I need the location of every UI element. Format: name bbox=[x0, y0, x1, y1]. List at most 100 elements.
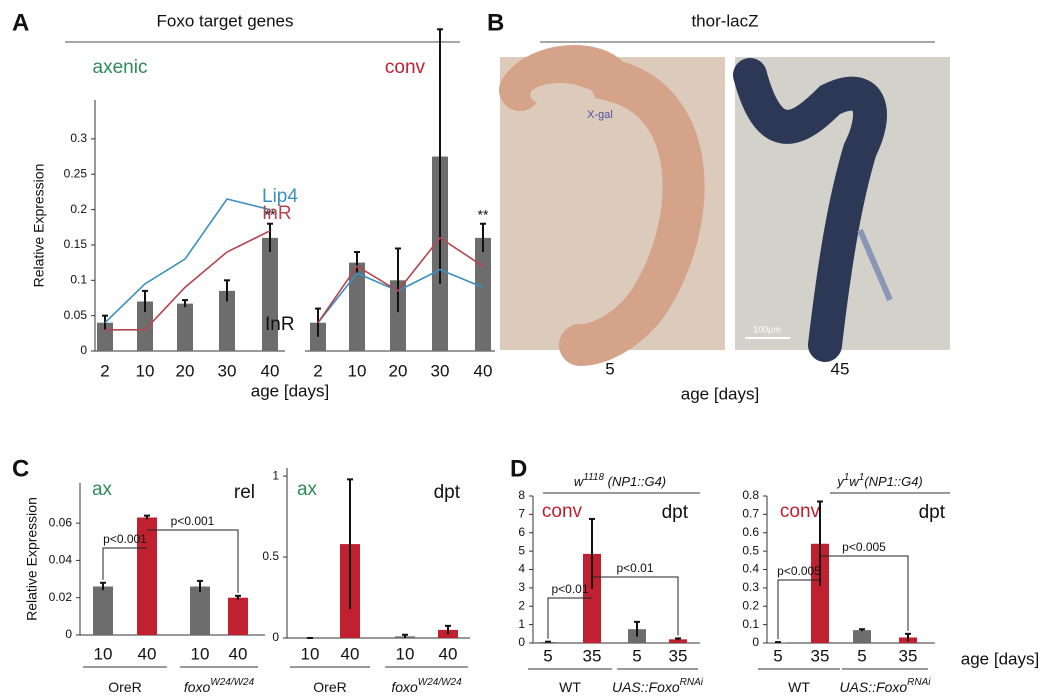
group-label: OreR bbox=[108, 679, 141, 695]
x-tick-label: 35 bbox=[669, 646, 688, 665]
bracket bbox=[547, 597, 592, 639]
x-tick-label: 35 bbox=[811, 646, 830, 665]
x-tick-label: 10 bbox=[94, 644, 113, 663]
y-tick-label: 0.06 bbox=[49, 515, 73, 529]
group-label-part: W24/W24 bbox=[418, 677, 462, 688]
bar bbox=[349, 262, 365, 351]
photo-5d: X-gal bbox=[499, 45, 725, 366]
x-tick-label: 5 bbox=[605, 359, 614, 378]
group-label: foxoW24/W24 bbox=[391, 677, 462, 695]
bar bbox=[390, 280, 406, 351]
y-tick-label: 3 bbox=[518, 580, 525, 594]
group-label: OreR bbox=[313, 679, 346, 695]
p-value: p<0.005 bbox=[777, 564, 821, 578]
y-tick-label: 0 bbox=[80, 343, 87, 357]
x-tick-label: 40 bbox=[229, 644, 248, 663]
y-tick-label: 0.8 bbox=[742, 488, 759, 502]
line bbox=[317, 236, 484, 324]
panel-title: thor-lacZ bbox=[691, 11, 758, 30]
legend-label: Lip4 bbox=[262, 186, 298, 207]
y-tick-label: 0.1 bbox=[70, 272, 87, 286]
p-value: p<0.001 bbox=[171, 514, 215, 528]
x-tick-label: 30 bbox=[431, 361, 450, 380]
group-label-part: WT bbox=[788, 679, 810, 695]
y-tick-label: 5 bbox=[518, 543, 525, 557]
line bbox=[105, 230, 271, 331]
bar bbox=[262, 237, 278, 351]
bar bbox=[137, 517, 157, 635]
x-tick-label: 10 bbox=[348, 361, 367, 380]
y-tick-label: 0 bbox=[272, 630, 279, 644]
group-label-part: RNAi bbox=[907, 677, 931, 688]
y-tick-label: 0.5 bbox=[262, 549, 279, 563]
x-tick-label: 20 bbox=[176, 361, 195, 380]
x-tick-label: 10 bbox=[301, 644, 320, 663]
y-tick-label: 0.05 bbox=[64, 308, 88, 322]
y-tick-label: 0.6 bbox=[742, 525, 759, 539]
group-label: foxoW24/W24 bbox=[184, 677, 255, 695]
header-part: y bbox=[836, 474, 845, 489]
y-tick-label: 0.02 bbox=[49, 590, 73, 604]
header-part: 1 bbox=[859, 472, 865, 483]
y-tick-label: 7 bbox=[518, 507, 525, 521]
condition-label: axenic bbox=[93, 57, 148, 78]
p-value: p<0.005 bbox=[842, 540, 886, 554]
condition-label: ax bbox=[297, 479, 318, 500]
y-axis-label: Relative Expression bbox=[24, 497, 40, 621]
y-tick-label: 0.3 bbox=[742, 580, 759, 594]
x-tick-label: 2 bbox=[313, 361, 322, 380]
bracket bbox=[820, 555, 909, 631]
group-label-part: RNAi bbox=[680, 677, 704, 688]
y-tick-label: 0.25 bbox=[64, 166, 88, 180]
x-tick-label: 40 bbox=[439, 644, 458, 663]
condition-label: ax bbox=[92, 479, 113, 500]
x-tick-label: 10 bbox=[136, 361, 155, 380]
group-label-part: UAS::Foxo bbox=[612, 679, 680, 695]
y-tick-label: 0.5 bbox=[742, 543, 759, 557]
header-part: 1 bbox=[844, 472, 850, 483]
scale-label: 100µm bbox=[753, 324, 781, 334]
panel-label: D bbox=[510, 455, 527, 482]
x-tick-label: 2 bbox=[100, 361, 109, 380]
bar bbox=[137, 301, 153, 351]
y-tick-label: 0 bbox=[752, 635, 759, 649]
header-part: w bbox=[849, 474, 860, 489]
bar bbox=[190, 586, 210, 635]
bar bbox=[177, 303, 193, 351]
annotation: ** bbox=[478, 206, 489, 222]
condition-label: conv bbox=[385, 57, 426, 78]
y-tick-label: 8 bbox=[518, 488, 525, 502]
y-tick-label: 0.2 bbox=[742, 598, 759, 612]
annotation: ** bbox=[265, 206, 276, 222]
y-tick-label: 2 bbox=[518, 598, 525, 612]
p-value: p<0.01 bbox=[551, 582, 588, 596]
group-label-part: WT bbox=[559, 679, 581, 695]
bar bbox=[228, 597, 248, 635]
gene-label: rel bbox=[234, 482, 255, 503]
y-tick-label: 0.15 bbox=[64, 237, 88, 251]
gene-label: dpt bbox=[919, 502, 946, 523]
panel-label: A bbox=[12, 9, 29, 36]
y-tick-label: 0 bbox=[65, 627, 72, 641]
bracket bbox=[102, 547, 147, 580]
x-tick-label: 40 bbox=[341, 644, 360, 663]
group-label: WT bbox=[559, 679, 581, 695]
group-label-part: OreR bbox=[313, 679, 346, 695]
x-tick-label: 35 bbox=[583, 646, 602, 665]
header-part: 1118 bbox=[583, 472, 604, 483]
x-axis-label: age [days] bbox=[681, 384, 759, 403]
group-label-part: foxo bbox=[391, 679, 418, 695]
header: w1118 (NP1::G4) bbox=[574, 472, 666, 489]
x-tick-label: 5 bbox=[632, 646, 641, 665]
bar-label: InR bbox=[265, 314, 295, 335]
panel-label: C bbox=[12, 455, 29, 482]
x-tick-label: 20 bbox=[389, 361, 408, 380]
bracket bbox=[777, 579, 820, 640]
bar bbox=[475, 237, 491, 351]
bar bbox=[811, 543, 829, 643]
bracket bbox=[592, 576, 679, 636]
x-tick-label: 5 bbox=[857, 646, 866, 665]
group-label-part: OreR bbox=[108, 679, 141, 695]
condition-label: conv bbox=[542, 501, 583, 522]
